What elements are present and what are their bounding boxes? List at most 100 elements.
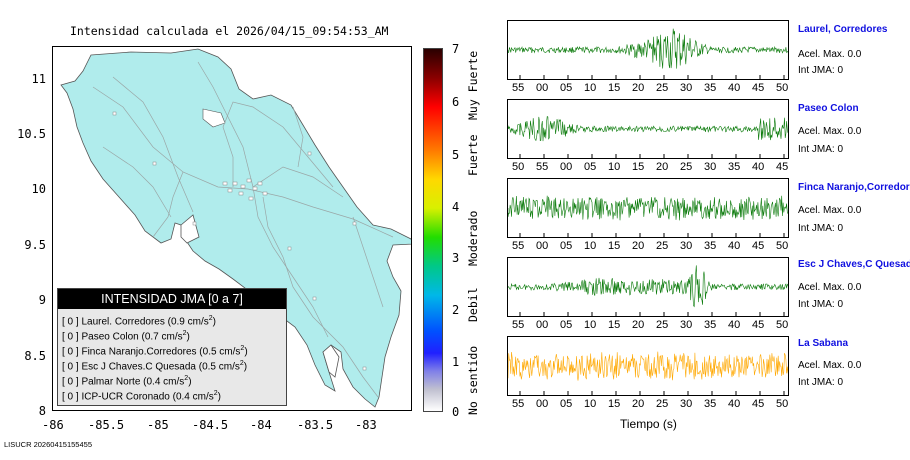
station-name[interactable]: Laurel, Corredores bbox=[798, 24, 888, 35]
city-cluster bbox=[112, 111, 367, 371]
trace-tick-label: 10 bbox=[584, 82, 597, 94]
trace-tick-label: 40 bbox=[728, 398, 741, 410]
trace-tick-label: 15 bbox=[608, 82, 621, 94]
road-network bbox=[92, 61, 394, 398]
station-name[interactable]: La Sabana bbox=[798, 338, 849, 349]
trace-tick-label: 20 bbox=[656, 161, 669, 173]
trace-tick-label: 00 bbox=[536, 240, 549, 252]
map-y-tick: 8 bbox=[38, 404, 46, 418]
lake bbox=[202, 108, 226, 128]
trace-tick-label: 45 bbox=[752, 319, 765, 331]
footer-id: LISUCR 20260415155455 bbox=[4, 440, 92, 449]
legend-row-close: ) bbox=[186, 331, 190, 343]
trace-panel-0[interactable] bbox=[507, 20, 789, 80]
legend-row-station: Paseo Colon (0.7 cm/s bbox=[81, 331, 183, 343]
trace-ticks-1: 50 55 00 05 10 15 20 25 30 35 40 45 bbox=[507, 161, 789, 175]
trace-tick-label: 55 bbox=[536, 161, 549, 173]
station-int: Int JMA: 0 bbox=[798, 299, 844, 310]
trace-tick-label: 00 bbox=[536, 82, 549, 94]
map-y-tick: 9 bbox=[38, 293, 46, 307]
legend-row: [ 0 ] Palmar Norte (0.4 cm/s2) bbox=[62, 375, 192, 387]
time-axis-label: Tiempo (s) bbox=[620, 417, 677, 431]
trace-tick-label: 00 bbox=[536, 319, 549, 331]
waveform-trace bbox=[507, 351, 789, 381]
trace-tick-label: 40 bbox=[728, 240, 741, 252]
scale-number: 5 bbox=[452, 148, 460, 162]
station-name[interactable]: Finca Naranjo,Corredores bbox=[798, 182, 910, 193]
map-y-tick: 8.5 bbox=[24, 349, 46, 363]
trace-tick-label: 50 bbox=[512, 161, 525, 173]
trace-tick-label: 10 bbox=[584, 319, 597, 331]
legend-row-station: Finca Naranjo.Corredores (0.5 cm/s bbox=[81, 346, 241, 358]
trace-tick-label: 30 bbox=[680, 240, 693, 252]
trace-tick-label: 35 bbox=[704, 319, 717, 331]
trace-panel-4[interactable] bbox=[507, 336, 789, 396]
map-y-tick: 9.5 bbox=[24, 238, 46, 252]
map-y-tick: 11 bbox=[31, 72, 46, 86]
legend-row: [ 0 ] Esc J Chaves.C Quesada (0.5 cm/s2) bbox=[62, 360, 247, 372]
station-name[interactable]: Paseo Colon bbox=[798, 103, 859, 114]
scale-number: 6 bbox=[452, 95, 460, 109]
trace-tick-label: 05 bbox=[560, 82, 573, 94]
waveform-trace bbox=[507, 265, 789, 308]
waveform-trace bbox=[507, 28, 789, 69]
trace-tick-label: 05 bbox=[560, 398, 573, 410]
legend-row-intensity: [ 0 ] bbox=[62, 376, 79, 388]
legend-row-sup: 2 bbox=[239, 360, 244, 367]
waveform-4 bbox=[507, 351, 789, 395]
legend-header: INTENSIDAD JMA [0 a 7] bbox=[58, 289, 286, 309]
trace-tick-label: 55 bbox=[512, 319, 525, 331]
legend-row-close: ) bbox=[243, 361, 248, 373]
legend-row-sup: 2 bbox=[213, 390, 218, 397]
trace-panel-1[interactable] bbox=[507, 99, 789, 159]
scale-number: 0 bbox=[452, 405, 460, 419]
map-x-tick: -85 bbox=[147, 418, 169, 432]
trace-tick-label: 40 bbox=[752, 161, 765, 173]
waveform-1 bbox=[507, 116, 789, 158]
legend-row-sup: 2 bbox=[208, 315, 213, 322]
trace-tick-label: 55 bbox=[512, 82, 525, 94]
trace-tick-label: 05 bbox=[560, 319, 573, 331]
scale-label-fuerte: Fuerte bbox=[466, 134, 480, 176]
trace-tick-label: 15 bbox=[608, 240, 621, 252]
osa-inlet bbox=[322, 344, 340, 378]
trace-tick-label: 25 bbox=[656, 240, 669, 252]
legend-row-intensity: [ 0 ] bbox=[62, 361, 79, 373]
legend-row-intensity: [ 0 ] bbox=[62, 346, 79, 358]
map-x-tick: -85.5 bbox=[88, 418, 125, 432]
trace-tick-label: 35 bbox=[704, 240, 717, 252]
scale-number: 1 bbox=[452, 355, 460, 369]
trace-tick-label: 20 bbox=[632, 319, 645, 331]
trace-ticks-2: 55 00 05 10 15 20 25 30 35 40 45 50 bbox=[507, 240, 789, 254]
waveform-trace bbox=[507, 195, 789, 221]
map-title: Intensidad calculada el 2026/04/15_09:54… bbox=[70, 24, 389, 38]
trace-tick-label: 10 bbox=[608, 161, 621, 173]
trace-tick-label: 30 bbox=[680, 82, 693, 94]
trace-tick-label: 20 bbox=[632, 398, 645, 410]
trace-tick-label: 00 bbox=[560, 161, 573, 173]
trace-tick-label: 50 bbox=[776, 398, 789, 410]
trace-tick-label: 05 bbox=[560, 240, 573, 252]
station-name[interactable]: Esc J Chaves,C Quesada bbox=[798, 259, 910, 270]
trace-tick-label: 20 bbox=[632, 82, 645, 94]
waveform-3 bbox=[507, 265, 789, 316]
map-x-tick: -84.5 bbox=[192, 418, 229, 432]
station-int: Int JMA: 0 bbox=[798, 65, 844, 76]
trace-tick-label: 30 bbox=[704, 161, 717, 173]
trace-tick-label: 10 bbox=[584, 240, 597, 252]
trace-tick-label: 35 bbox=[704, 82, 717, 94]
trace-tick-label: 35 bbox=[704, 398, 717, 410]
trace-tick-label: 15 bbox=[632, 161, 645, 173]
trace-panel-2[interactable] bbox=[507, 178, 789, 238]
intensity-color-scale bbox=[423, 48, 443, 412]
trace-tick-label: 25 bbox=[656, 319, 669, 331]
legend-row-station: Laurel. Corredores (0.9 cm/s bbox=[81, 316, 209, 328]
trace-tick-label: 50 bbox=[776, 319, 789, 331]
station-int: Int JMA: 0 bbox=[798, 223, 844, 234]
legend-row: [ 0 ] ICP-UCR Coronado (0.4 cm/s2) bbox=[62, 390, 221, 402]
trace-panel-3[interactable] bbox=[507, 257, 789, 317]
legend-row-sup: 2 bbox=[182, 330, 187, 337]
intensity-legend: INTENSIDAD JMA [0 a 7] [ 0 ] Laurel. Cor… bbox=[57, 288, 287, 406]
scale-number: 2 bbox=[452, 303, 460, 317]
trace-tick-label: 05 bbox=[584, 161, 597, 173]
